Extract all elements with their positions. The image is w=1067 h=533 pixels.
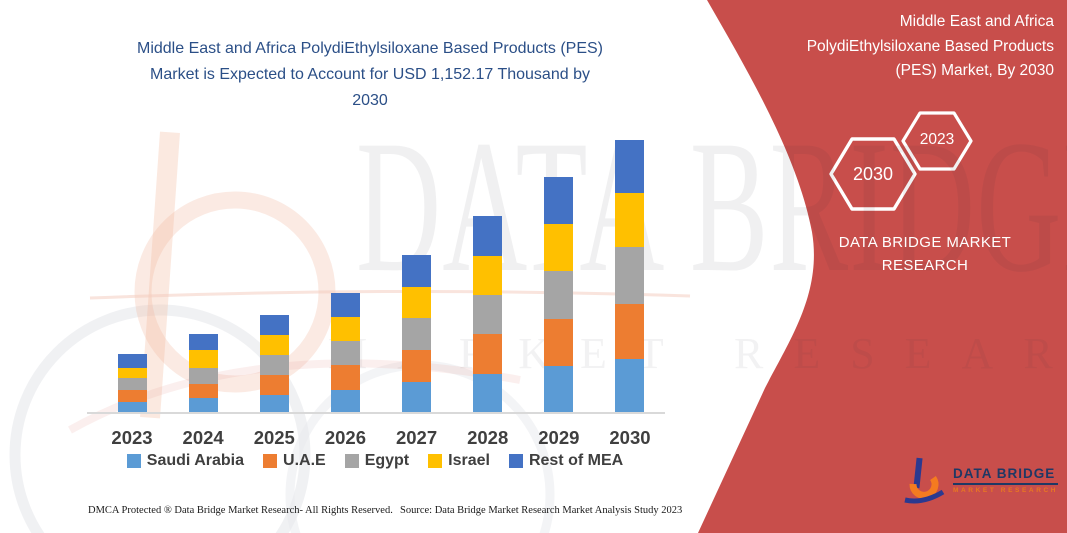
- legend-swatch: [263, 454, 278, 468]
- bar-segment-2026-saudi-arabia: [330, 389, 360, 413]
- bar-segment-2026-rest-of-mea: [330, 292, 360, 318]
- bar-segment-2028-rest-of-mea: [473, 216, 503, 256]
- bar-segment-2023-israel: [117, 367, 147, 378]
- x-axis-label-2023: 2023: [111, 427, 153, 448]
- bar-segment-2026-israel: [330, 317, 360, 341]
- bar-segment-2027-israel: [402, 286, 432, 319]
- bar-segment-2030-egypt: [615, 247, 645, 304]
- bar-segment-2030-saudi-arabia: [615, 358, 645, 413]
- bar-segment-2025-rest-of-mea: [259, 314, 289, 336]
- logo-name-text: DATA BRIDGE: [953, 466, 1059, 485]
- legend-item-rest-of-mea: Rest of MEA: [508, 452, 624, 470]
- x-axis-label-2030: 2030: [609, 427, 651, 448]
- bar-segment-2029-israel: [544, 223, 574, 272]
- brand-text: DATA BRIDGE MARKET RESEARCH: [838, 234, 1012, 274]
- bar-segment-2023-saudi-arabia: [117, 402, 147, 413]
- hexagon-2030-outline: [829, 137, 917, 211]
- chart-title-line1: Middle East and Africa PolydiEthylsiloxa…: [136, 40, 603, 57]
- databridge-logo-icon: [904, 457, 945, 504]
- bar-segment-2027-saudi-arabia: [402, 381, 432, 413]
- red-panel-shape: [698, 0, 1067, 533]
- bar-segment-2024-saudi-arabia: [188, 398, 218, 413]
- panel-title-line1: Middle East and Africa: [899, 13, 1054, 30]
- legend-item-egypt: Egypt: [344, 452, 410, 470]
- hexagon-2030-label: 2030: [852, 164, 894, 184]
- legend-swatch: [428, 454, 443, 468]
- bar-segment-2026-egypt: [330, 340, 360, 366]
- chart-legend: Saudi Arabia U.A.E Egypt Israel Rest of MEA: [85, 452, 665, 470]
- x-axis-label-2025: 2025: [253, 427, 295, 448]
- bar-segment-2030-rest-of-mea: [615, 139, 645, 193]
- bar-segment-2029-u-a-e: [544, 318, 574, 367]
- bar-segment-2027-rest-of-mea: [402, 254, 432, 287]
- x-axis-label-2026: 2026: [324, 427, 366, 448]
- logo-tagline-text: MARKET RESEARCH: [953, 487, 1059, 494]
- bar-segment-2027-egypt: [402, 318, 432, 350]
- legend-item-saudi-arabia: Saudi Arabia: [126, 452, 245, 470]
- legend-label: Saudi Arabia: [146, 452, 245, 469]
- footer-dmca-text: DMCA Protected ® Data Bridge Market Rese…: [88, 505, 393, 516]
- x-axis-label-2024: 2024: [182, 427, 224, 448]
- bar-segment-2025-saudi-arabia: [259, 394, 289, 413]
- bar-segment-2030-u-a-e: [615, 303, 645, 359]
- hexagon-2023-outline: [901, 111, 973, 171]
- legend-label: Israel: [448, 452, 490, 469]
- bar-segment-2024-egypt: [188, 367, 218, 385]
- legend-label: U.A.E: [283, 452, 326, 469]
- chart-title-line3: 2030: [352, 92, 388, 109]
- bar-segment-2028-saudi-arabia: [473, 374, 503, 413]
- footer-source-text: Source: Data Bridge Market Research Mark…: [400, 505, 683, 516]
- legend-item-u-a-e: U.A.E: [263, 452, 326, 470]
- bar-segment-2027-u-a-e: [402, 349, 432, 382]
- legend-label: Rest of MEA: [528, 452, 624, 469]
- bar-segment-2025-u-a-e: [259, 374, 289, 395]
- x-axis-label-2027: 2027: [395, 427, 438, 448]
- legend-item-israel: Israel: [428, 452, 490, 470]
- bar-segment-2029-rest-of-mea: [544, 176, 574, 224]
- panel-title-line2: PolydiEthylsiloxane Based Products: [806, 37, 1054, 55]
- bar-segment-2024-u-a-e: [188, 384, 218, 399]
- bar-segment-2024-rest-of-mea: [188, 334, 218, 351]
- legend-swatch: [344, 454, 359, 468]
- bar-segment-2025-egypt: [259, 355, 289, 375]
- databridge-logo: DATA BRIDGE MARKET RESEARCH: [903, 456, 1063, 504]
- bar-segment-2024-israel: [188, 350, 218, 368]
- bar-segment-2028-u-a-e: [473, 334, 503, 375]
- bar-segment-2023-rest-of-mea: [117, 353, 147, 368]
- legend-label: Egypt: [364, 452, 410, 469]
- bar-segment-2023-u-a-e: [117, 389, 147, 403]
- bar-segment-2025-israel: [259, 335, 289, 356]
- bar-segment-2026-u-a-e: [330, 365, 360, 390]
- x-axis-label-2028: 2028: [467, 427, 509, 448]
- x-axis-label-2029: 2029: [538, 427, 580, 448]
- bar-segment-2030-israel: [615, 192, 645, 248]
- bar-segment-2028-israel: [473, 255, 503, 296]
- bar-segment-2029-saudi-arabia: [544, 366, 574, 413]
- panel-title-line3: (PES) Market, By 2030: [895, 62, 1054, 79]
- chart-title-line2: Market is Expected to Account for USD 1,…: [150, 66, 590, 83]
- bar-segment-2029-egypt: [544, 271, 574, 319]
- legend-swatch: [508, 454, 523, 468]
- legend-swatch: [126, 454, 141, 468]
- panel-title: Middle East and Africa PolydiEthylsiloxa…: [792, 10, 1054, 84]
- chart-title: Middle East and Africa PolydiEthylsiloxa…: [105, 36, 635, 114]
- x-axis-line: [87, 412, 665, 414]
- hexagon-2023-label: 2023: [919, 131, 955, 148]
- bar-segment-2028-egypt: [473, 295, 503, 335]
- bar-segment-2023-egypt: [117, 377, 147, 390]
